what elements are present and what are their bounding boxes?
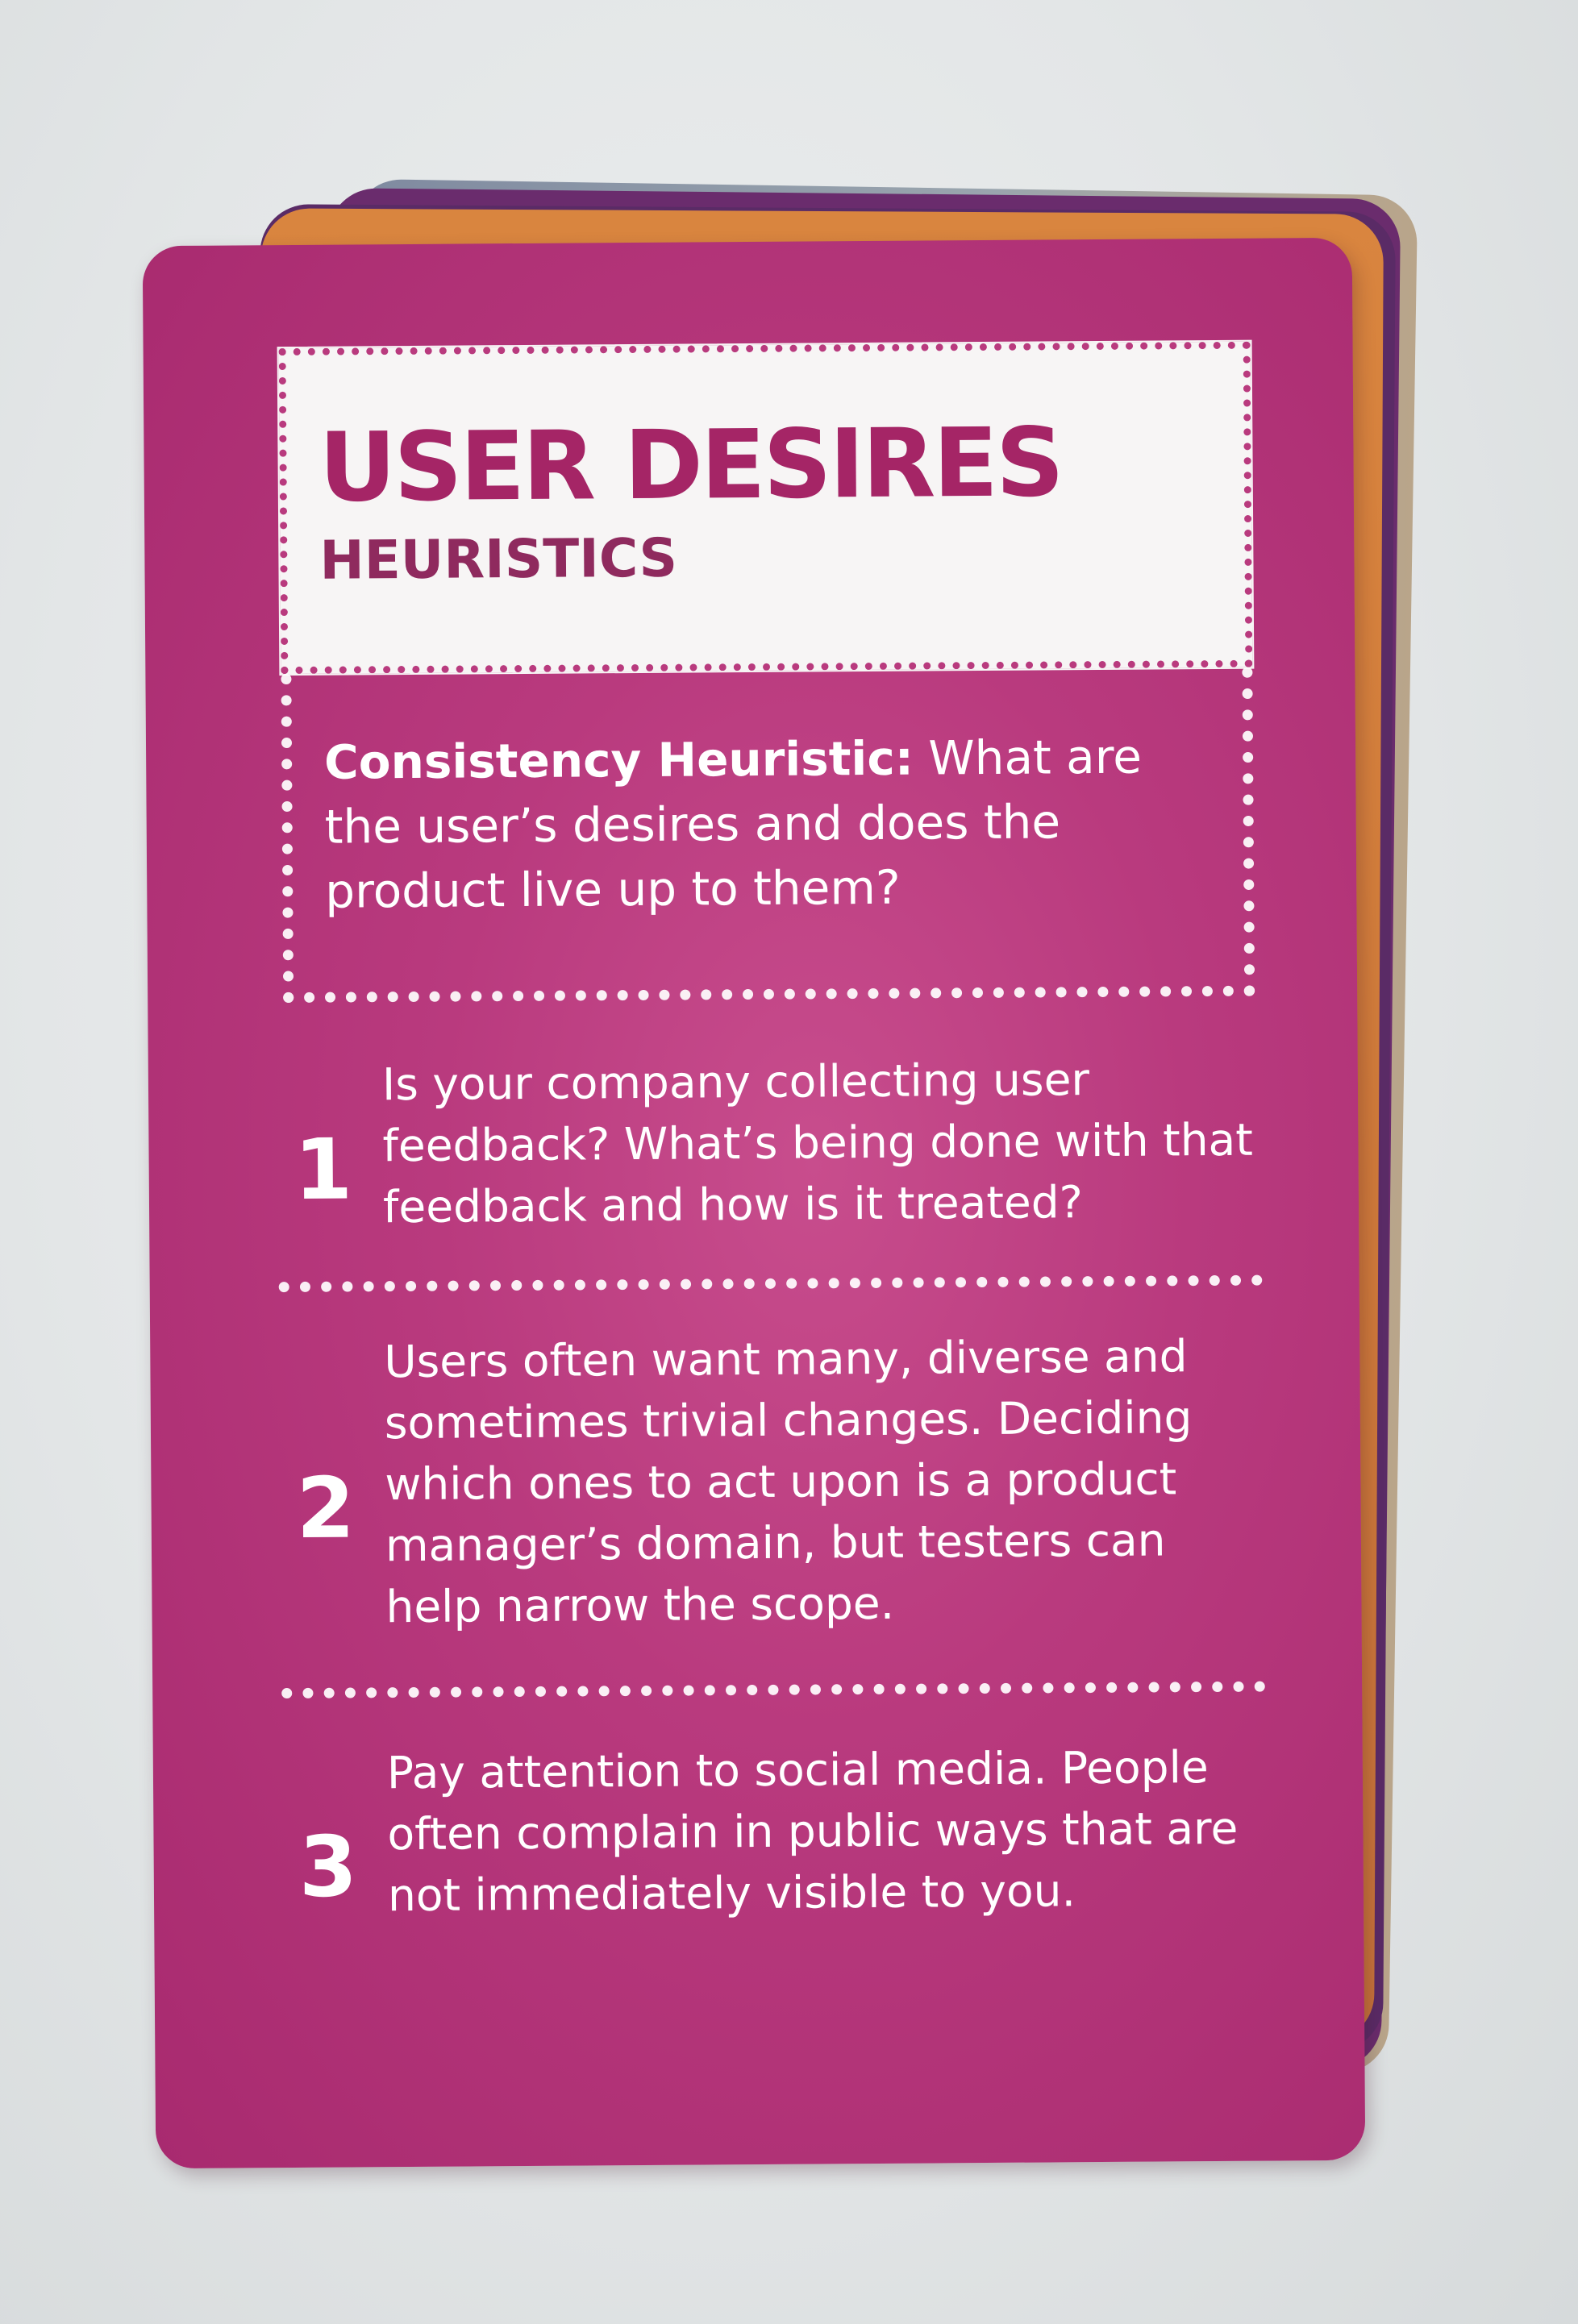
item-text: Pay attention to social media. People of… xyxy=(386,1741,1239,1922)
intro-lead: Consistency Heuristic: xyxy=(323,730,914,790)
item-text: Is your company collecting user feedback… xyxy=(381,1054,1254,1233)
item-text: Users often want many, diverse and somet… xyxy=(384,1330,1193,1633)
item-number: 2 xyxy=(296,1458,356,1557)
list-item: 2 Users often want many, diverse and som… xyxy=(279,1319,1265,1697)
list-item: 1 Is your company collecting user feedba… xyxy=(277,1045,1263,1294)
intro-box: Consistency Heuristic: What are the user… xyxy=(281,667,1255,1004)
heuristic-card: USER DESIRES HEURISTICS Consistency Heur… xyxy=(142,237,1366,2169)
list-item: 3 Pay attention to social media. People … xyxy=(282,1730,1268,1979)
card-title: USER DESIRES xyxy=(319,406,1063,523)
item-number: 3 xyxy=(298,1817,358,1916)
title-panel: USER DESIRES HEURISTICS xyxy=(277,339,1255,676)
intro-text: Consistency Heuristic: What are the user… xyxy=(324,724,1229,924)
item-number: 1 xyxy=(294,1120,353,1219)
card-subtitle: HEURISTICS xyxy=(319,526,678,592)
